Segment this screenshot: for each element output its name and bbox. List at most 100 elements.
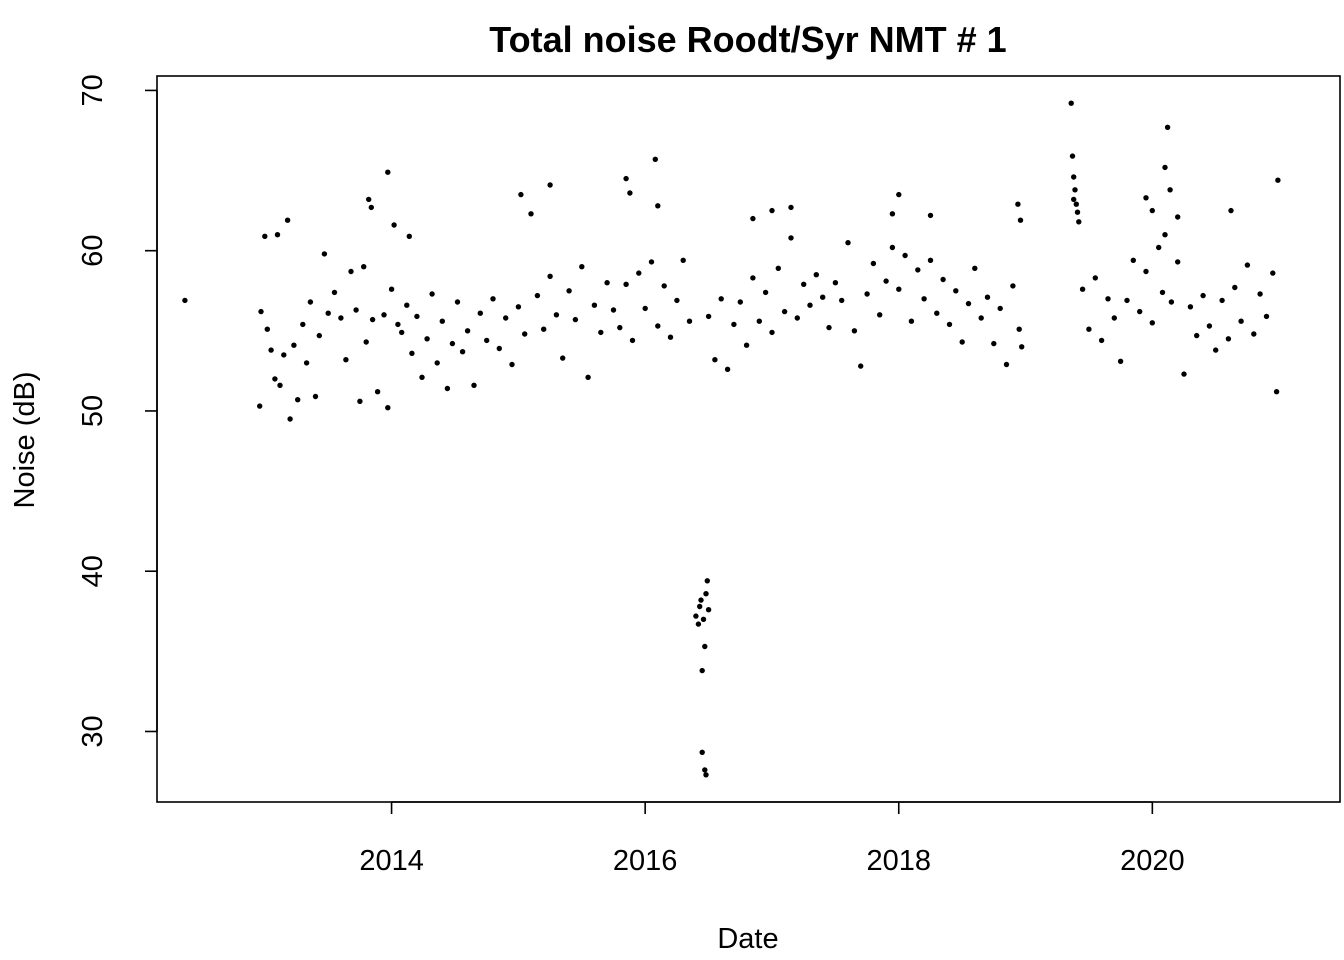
y-tick-label: 70 xyxy=(77,74,109,106)
data-point xyxy=(702,643,708,650)
data-point xyxy=(623,175,629,182)
data-point xyxy=(264,326,270,332)
data-point xyxy=(1071,174,1077,180)
data-point xyxy=(627,190,633,196)
data-point xyxy=(439,318,445,324)
data-point xyxy=(889,244,896,251)
data-point xyxy=(1219,297,1225,304)
data-point xyxy=(1016,326,1022,332)
data-point xyxy=(395,321,401,328)
data-point xyxy=(700,616,707,622)
data-point xyxy=(695,621,702,627)
chart-title: Total noise Roodt/Syr NMT # 1 xyxy=(489,19,1006,60)
data-point xyxy=(366,196,372,203)
y-tick-label: 50 xyxy=(77,395,109,427)
data-point xyxy=(522,331,528,337)
data-point xyxy=(731,321,737,328)
y-tick-label: 60 xyxy=(77,235,109,267)
data-point xyxy=(877,312,883,318)
data-point xyxy=(702,767,708,773)
plot-frame xyxy=(156,75,1341,803)
data-point xyxy=(699,749,705,755)
data-point xyxy=(801,281,807,287)
data-point xyxy=(769,207,775,214)
data-point xyxy=(794,315,800,321)
data-point xyxy=(712,357,718,363)
data-point xyxy=(661,283,667,289)
data-point xyxy=(1019,344,1025,350)
data-point xyxy=(750,215,756,222)
data-point xyxy=(807,302,813,308)
data-point xyxy=(921,296,927,302)
data-point xyxy=(547,182,553,188)
data-point xyxy=(316,332,322,339)
data-point xyxy=(648,259,655,265)
data-point xyxy=(1137,308,1143,315)
data-point xyxy=(940,276,946,283)
data-point xyxy=(698,597,704,603)
data-point xyxy=(369,316,376,323)
data-point xyxy=(1194,332,1200,339)
data-point xyxy=(813,272,819,278)
data-point xyxy=(1105,296,1111,302)
data-point xyxy=(434,360,440,366)
data-point xyxy=(1225,336,1232,342)
data-point xyxy=(312,393,319,400)
data-point xyxy=(915,267,921,273)
data-point xyxy=(284,217,291,223)
data-point xyxy=(820,294,826,300)
y-tick-label: 40 xyxy=(77,555,109,587)
data-point xyxy=(404,302,410,308)
data-point xyxy=(1162,232,1168,238)
data-point xyxy=(291,342,297,348)
data-point xyxy=(381,312,387,318)
data-point xyxy=(391,222,397,228)
data-point xyxy=(484,337,490,344)
data-point xyxy=(1072,187,1078,193)
data-point xyxy=(610,307,617,313)
data-point xyxy=(655,323,661,329)
data-point xyxy=(1017,217,1024,223)
data-point xyxy=(705,313,712,320)
data-point xyxy=(775,265,781,271)
data-points xyxy=(182,100,1281,778)
data-point xyxy=(1124,297,1130,304)
data-point xyxy=(368,204,374,211)
data-point xyxy=(388,286,395,292)
x-tick-label: 2016 xyxy=(613,845,678,877)
data-point xyxy=(1068,100,1074,106)
data-point xyxy=(1270,270,1276,276)
data-point xyxy=(579,264,585,270)
x-axis: 2014 2016 2018 2020 xyxy=(359,801,1185,877)
data-point xyxy=(399,329,405,336)
data-point xyxy=(1175,214,1181,220)
data-point xyxy=(667,334,674,340)
y-axis: 30 40 50 60 70 xyxy=(77,74,158,748)
x-tick-label: 2020 xyxy=(1120,845,1185,877)
data-point xyxy=(503,315,509,321)
data-point xyxy=(343,357,349,363)
data-point xyxy=(1228,207,1234,214)
data-point xyxy=(321,251,328,257)
data-point xyxy=(1251,331,1257,337)
data-point xyxy=(295,397,301,403)
data-point xyxy=(927,257,934,263)
data-point xyxy=(769,329,775,336)
data-point xyxy=(268,347,274,353)
data-point xyxy=(281,352,287,358)
data-point xyxy=(307,299,314,305)
data-point xyxy=(1162,164,1168,171)
data-point xyxy=(1244,262,1251,268)
data-point xyxy=(1079,286,1086,292)
data-point xyxy=(1238,318,1244,324)
data-point xyxy=(1010,283,1016,289)
data-point xyxy=(1263,313,1270,320)
y-tick-label: 30 xyxy=(77,715,109,747)
data-point xyxy=(845,240,851,246)
data-point xyxy=(471,382,477,388)
data-point xyxy=(406,233,412,239)
data-point xyxy=(459,349,466,355)
data-point xyxy=(325,310,331,316)
data-point xyxy=(870,260,877,267)
data-point xyxy=(553,312,560,318)
